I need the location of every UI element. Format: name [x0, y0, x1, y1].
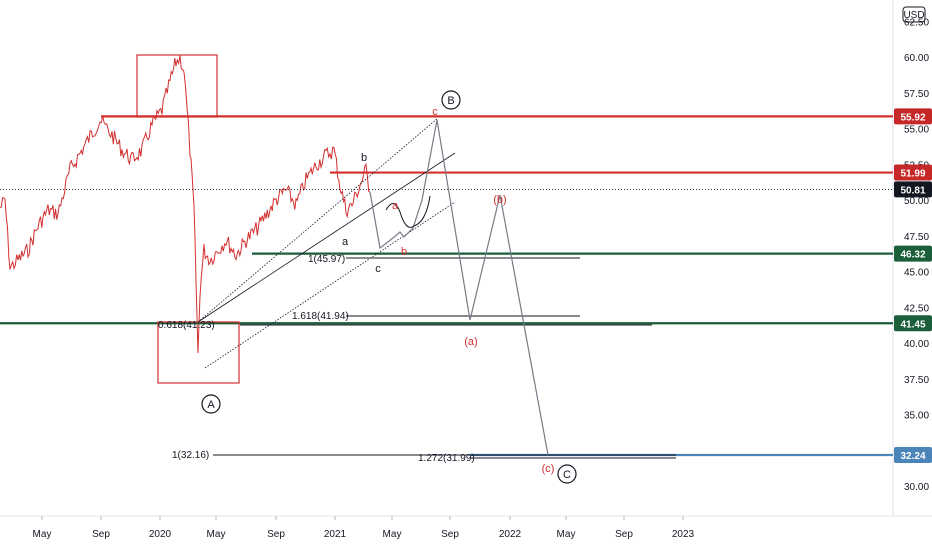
price-badge [894, 164, 932, 181]
wave-labels: B A Cc b a c a b (b) (a) (c) [201, 90, 577, 484]
x-tick-label: Sep [441, 529, 459, 540]
fib-label: 1.272(31.99) [418, 453, 475, 464]
currency-label: USD [903, 10, 924, 21]
x-tick-label: 2023 [672, 529, 695, 540]
y-tick-label: 55.00 [904, 125, 929, 136]
x-tick-label: 2020 [149, 529, 172, 540]
wave-projection-main[interactable] [369, 119, 549, 456]
x-axis-ticks: May Sep 2020 May Sep 2021 May Sep 2022 May Sep 2023 [33, 516, 695, 540]
wave-label: a [392, 200, 399, 212]
price-badge-label: 46.32 [900, 250, 925, 261]
y-tick-label: 40.00 [904, 339, 929, 350]
channel-middle-line[interactable] [197, 152, 456, 323]
price-badges: 55.92 51.99 50.81 46.32 41.45 32.24 [894, 108, 932, 463]
x-tick-label: Sep [267, 529, 285, 540]
fib-label: 0.618(41.23) [158, 320, 215, 331]
channel-lower-line[interactable] [204, 201, 456, 369]
wave-circle [201, 394, 221, 414]
wave-label: B [447, 95, 454, 107]
horizontal-levels [0, 115, 893, 457]
y-tick-label: 57.50 [904, 89, 929, 100]
wave-circle [441, 90, 461, 110]
wave-projection-small[interactable] [385, 195, 431, 228]
fib-labels: 1(45.97) 1.618(41.94) 0.618(41.23) 1(32.16)… [158, 254, 475, 464]
y-tick-label: 30.00 [904, 482, 929, 493]
y-tick-label: 37.50 [904, 375, 929, 386]
wave-label: a [342, 236, 349, 248]
wave-label: A [207, 399, 215, 411]
fib-label: 1(45.97) [308, 254, 345, 265]
price-badge [894, 315, 932, 332]
x-tick-label: May [207, 529, 226, 540]
x-tick-label: Sep [92, 529, 110, 540]
price-badge [894, 181, 932, 198]
x-tick-label: Sep [615, 529, 633, 540]
top-box[interactable] [136, 54, 218, 118]
wave-label: (b) [493, 194, 506, 206]
y-tick-label: 42.50 [904, 303, 929, 314]
fib-label: 1(32.16) [172, 450, 209, 461]
y-tick-label: 47.50 [904, 232, 929, 243]
x-tick-label: May [383, 529, 402, 540]
price-badge [894, 245, 932, 262]
y-tick-label: 35.00 [904, 411, 929, 422]
wave-label: b [361, 152, 367, 164]
x-tick-label: 2022 [499, 529, 522, 540]
wave-circle [557, 464, 577, 484]
price-badge-label: 32.24 [900, 451, 925, 462]
wave-label: C [563, 469, 571, 481]
fib-label: 1.618(41.94) [292, 311, 349, 322]
channel-upper-line[interactable] [197, 117, 439, 323]
price-badge [894, 446, 932, 463]
wave-label: c [375, 263, 381, 275]
price-badge-label: 41.45 [900, 319, 925, 330]
x-tick-label: May [33, 529, 52, 540]
x-tick-label: May [557, 529, 576, 540]
currency-badge[interactable] [902, 6, 926, 23]
y-tick-label: 60.00 [904, 53, 929, 64]
y-tick-label: 45.00 [904, 268, 929, 279]
x-tick-label: 2021 [324, 529, 347, 540]
price-badge [894, 108, 932, 125]
price-series-line [0, 55, 371, 354]
y-tick-label: 50.00 [904, 196, 929, 207]
wave-label: (a) [464, 336, 477, 348]
price-badge-label: 55.92 [900, 112, 925, 123]
price-badge-label: 51.99 [900, 169, 925, 180]
wave-label: (c) [542, 463, 555, 475]
wave-label: b [401, 246, 407, 258]
price-badge-label: 50.81 [900, 185, 925, 196]
y-tick-label: 62.50 [904, 17, 929, 28]
wave-label: c [432, 106, 438, 118]
